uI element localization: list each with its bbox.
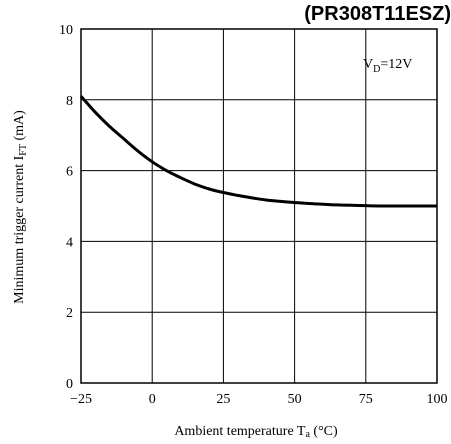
x-tick-label: 50: [288, 392, 302, 407]
annotation-vd: VD=12V: [363, 57, 412, 75]
y-tick-label: 8: [66, 94, 73, 109]
y-tick-label: 4: [66, 235, 73, 250]
series-line: [79, 95, 437, 208]
x-tick-label: 100: [427, 392, 448, 407]
x-tick-label: −25: [70, 392, 92, 407]
x-tick-label: 75: [359, 392, 373, 407]
series-layer: [79, 95, 437, 208]
y-tick-label: 6: [66, 165, 73, 180]
x-axis-ticks: −25 0 25 50 75 100: [70, 392, 447, 407]
y-tick-label: 2: [66, 306, 73, 321]
x-tick-label: 0: [149, 392, 156, 407]
y-axis-label: Minimum trigger current IFT (mA): [12, 110, 29, 304]
y-tick-label: 0: [66, 377, 73, 392]
plot-frame: [80, 28, 438, 384]
chart-title: (PR308T11ESZ): [304, 3, 451, 25]
y-axis-ticks: 0 2 4 6 8 10: [59, 23, 73, 392]
y-tick-label: 10: [59, 23, 73, 38]
x-axis-label: Ambient temperature Ta (°C): [174, 424, 338, 440]
x-tick-label: 25: [216, 392, 230, 407]
